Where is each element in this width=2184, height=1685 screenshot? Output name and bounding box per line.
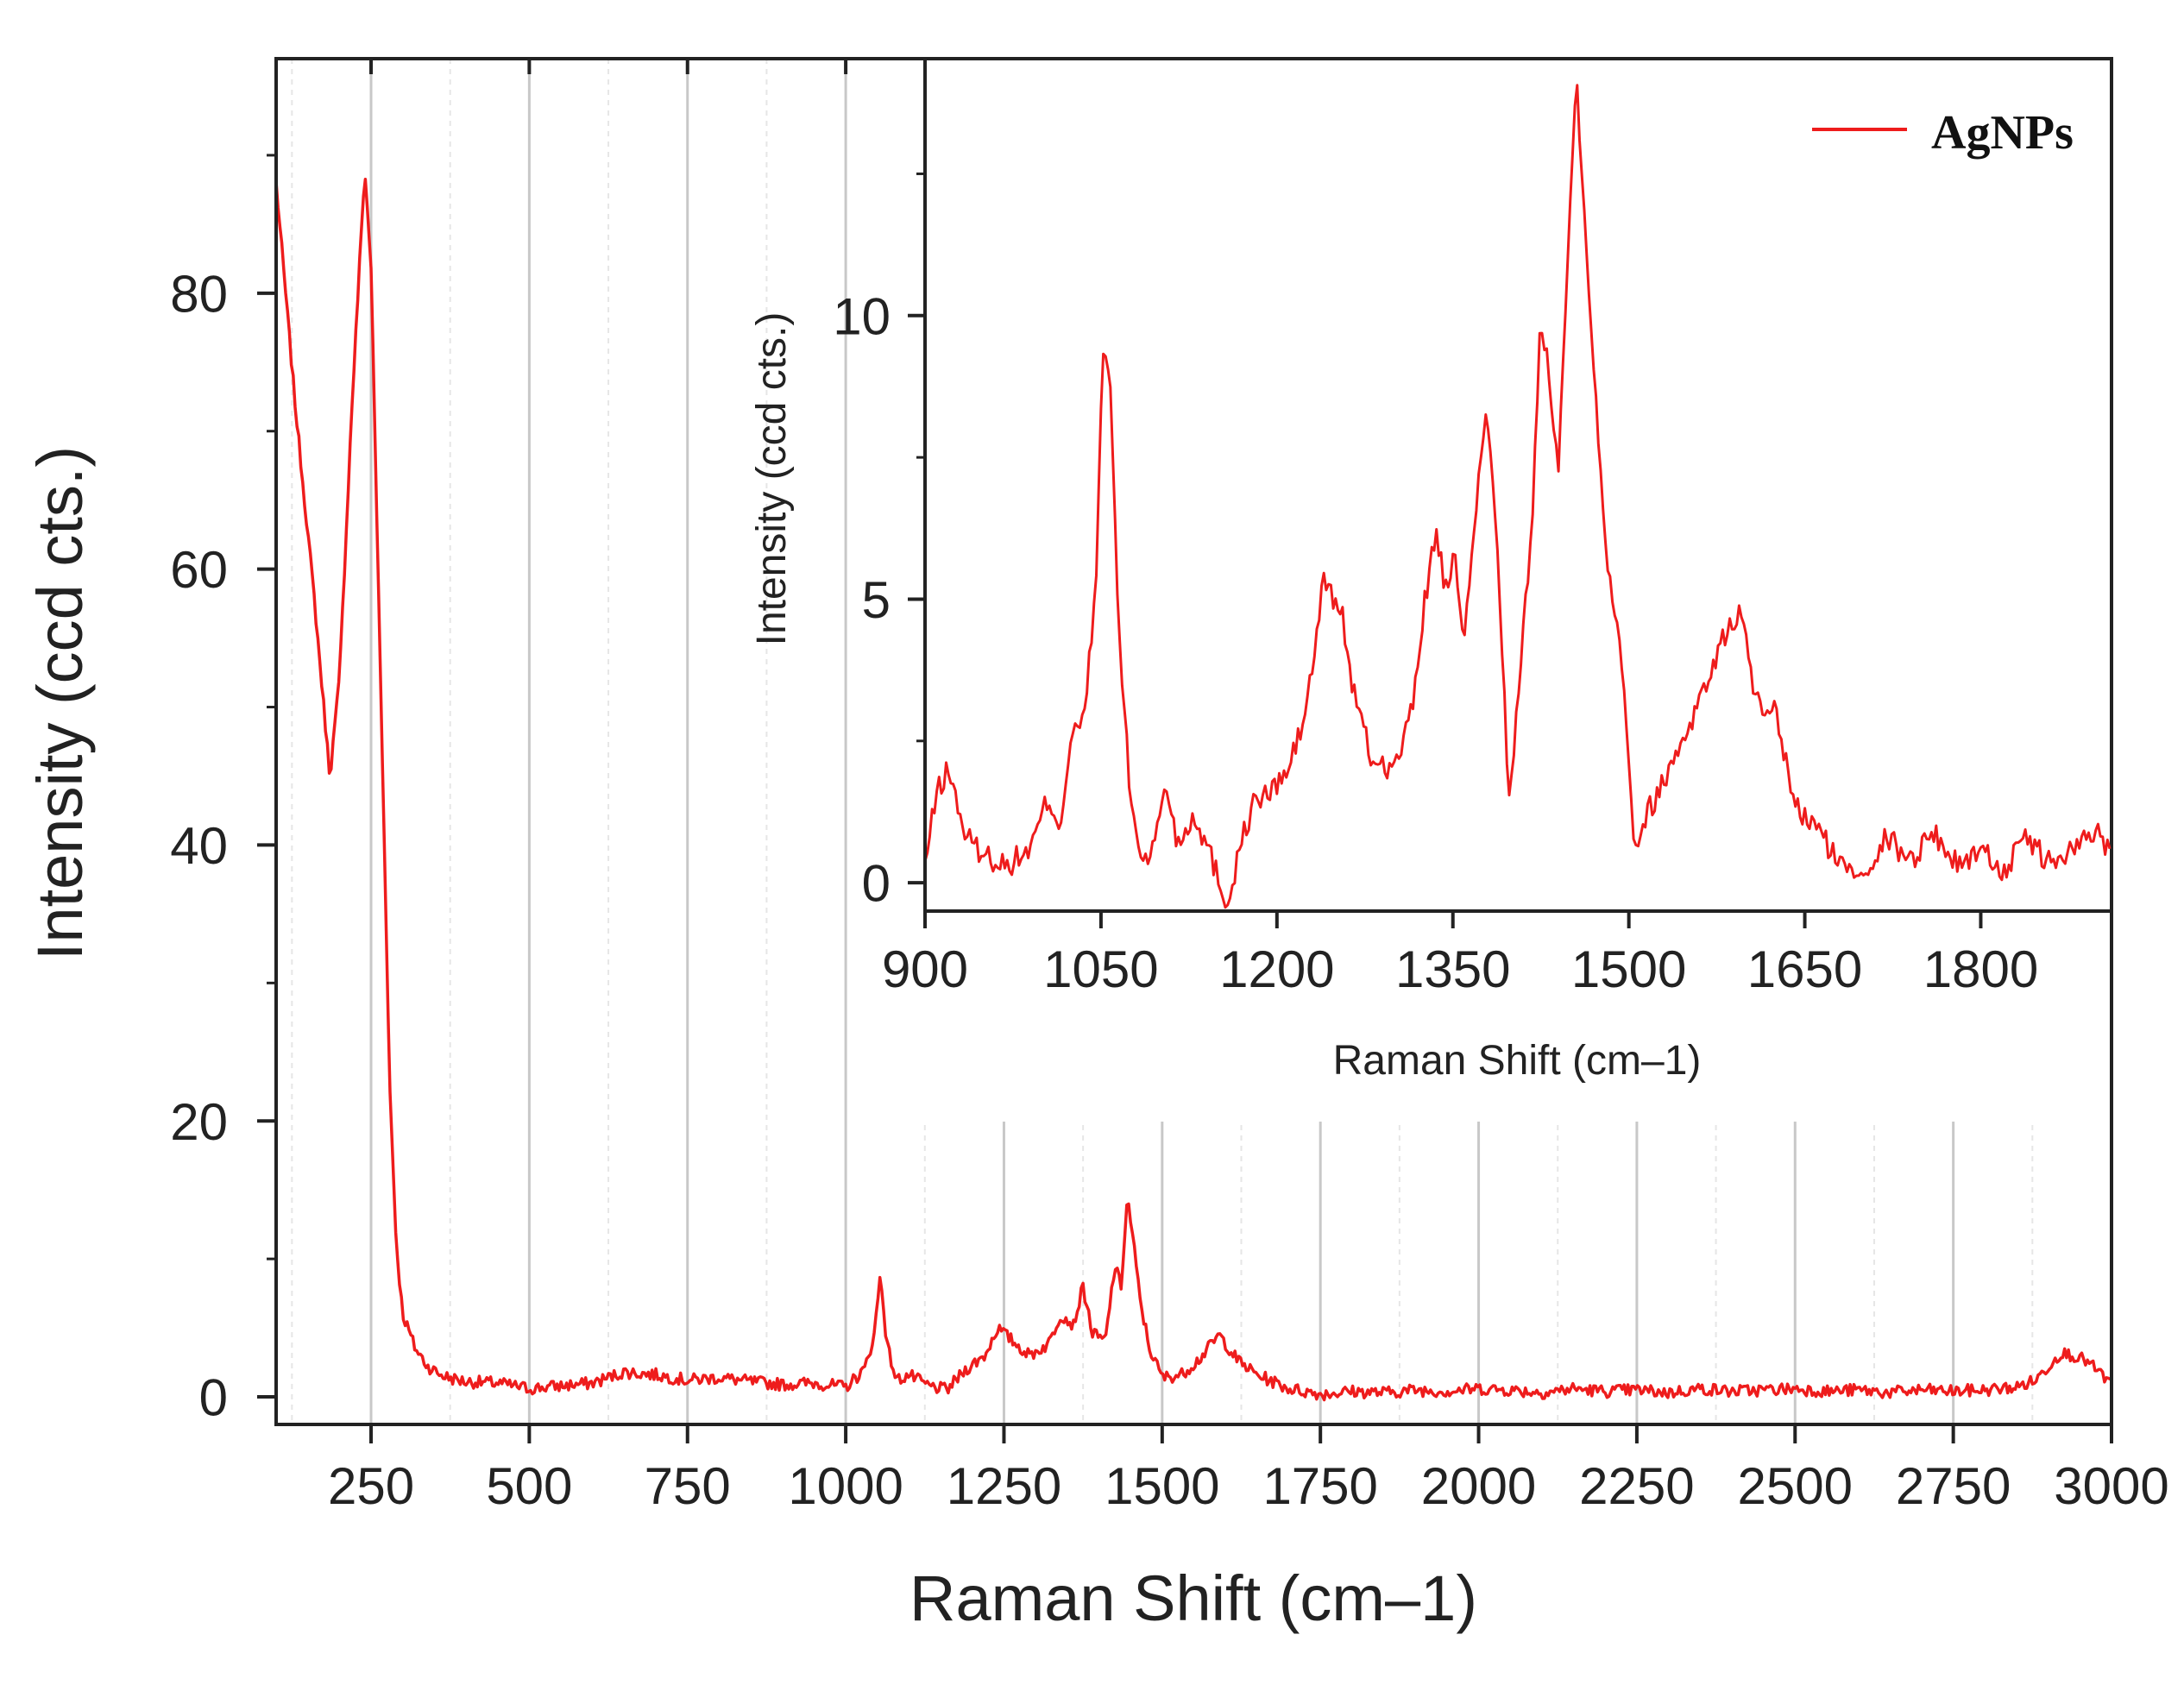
x-tick-label: 500 (486, 1457, 572, 1515)
y-tick-label: 20 (170, 1093, 228, 1151)
legend-label: AgNPs (1931, 106, 2074, 160)
y-tick-label: 60 (170, 541, 228, 599)
x-tick-label: 750 (645, 1457, 731, 1515)
main-y-ticks: 0 20 40 60 80 (170, 154, 276, 1427)
x-tick-label: 1350 (1395, 940, 1510, 998)
main-x-ticks: 250 500 750 1000 1250 1500 1750 2000 2250 2500 275… (328, 59, 2169, 1515)
series-line-agnps (923, 84, 2112, 909)
x-tick-label: 1050 (1043, 940, 1158, 998)
main-plot-frame (274, 57, 2113, 1426)
x-tick-label: 2250 (1579, 1457, 1694, 1515)
x-tick-label: 1250 (947, 1457, 1061, 1515)
inset-y-ticks: 0 5 10 (833, 172, 925, 913)
x-tick-label: 2500 (1738, 1457, 1853, 1515)
inset-series-group (923, 84, 2112, 909)
inset-x-ticks: 900 1050 1200 1350 1500 1650 1800 (882, 911, 2038, 998)
inset-chart: 900 1050 1200 1350 1500 1650 1800 0 5 10 Raman S… (749, 60, 2112, 1122)
x-tick-label: 3000 (2054, 1457, 2168, 1515)
x-tick-label: 1500 (1571, 940, 1686, 998)
y-tick-label: 40 (170, 817, 228, 875)
x-tick-label: 1000 (788, 1457, 903, 1515)
y-tick-label: 80 (170, 265, 228, 323)
legend: AgNPs (1812, 106, 2074, 160)
x-tick-label: 900 (882, 940, 968, 998)
x-tick-label: 2000 (1421, 1457, 1536, 1515)
y-tick-label: 10 (833, 287, 891, 345)
inset-y-axis-label: Intensity (ccd cts.) (749, 312, 795, 646)
x-tick-label: 2750 (1896, 1457, 2011, 1515)
x-tick-label: 1200 (1219, 940, 1334, 998)
x-tick-label: 250 (328, 1457, 414, 1515)
inset-background (850, 60, 2110, 1122)
y-tick-label: 0 (862, 855, 891, 913)
x-tick-label: 1500 (1105, 1457, 1219, 1515)
x-tick-label: 1800 (1923, 940, 2038, 998)
series-line-agnps (274, 177, 2112, 1402)
x-tick-label: 1650 (1747, 940, 1862, 998)
inset-x-axis-label: Raman Shift (cm–1) (1333, 1038, 1702, 1084)
y-tick-label: 0 (199, 1369, 228, 1427)
main-x-axis-label: Raman Shift (cm–1) (909, 1562, 1477, 1634)
x-tick-label: 1750 (1262, 1457, 1377, 1515)
main-y-axis-label: Intensity (ccd cts.) (24, 446, 96, 960)
y-tick-label: 5 (862, 571, 891, 629)
main-series-group (274, 177, 2112, 1402)
